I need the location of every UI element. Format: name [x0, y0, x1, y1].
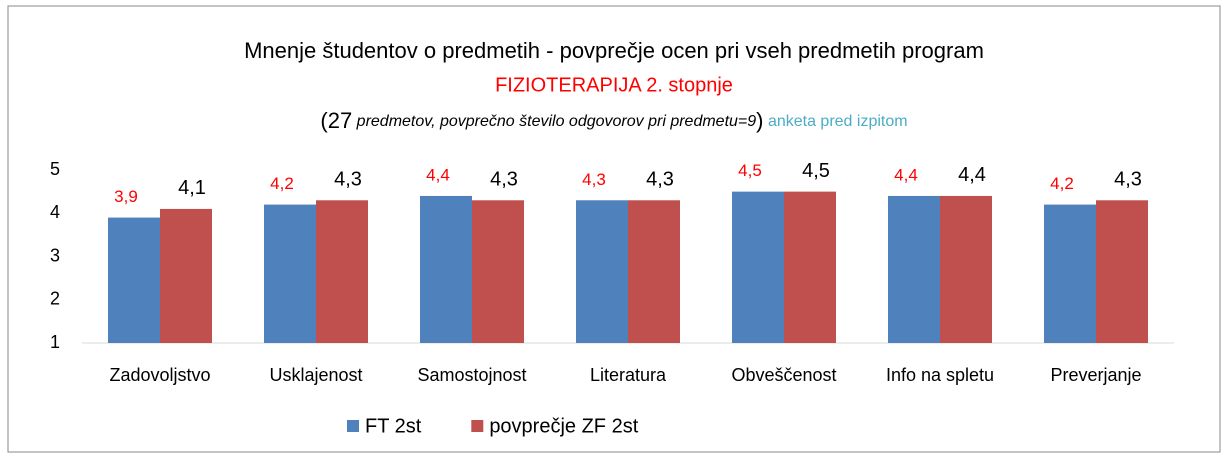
chart-subtitle: FIZIOTERAPIJA 2. stopnje — [495, 74, 733, 96]
value-label: 4,5 — [802, 160, 830, 182]
x-tick-label: Info na spletu — [886, 365, 994, 385]
legend-label: FT 2st — [365, 415, 422, 437]
value-label: 4,4 — [894, 165, 918, 184]
legend-label: povprečje ZF 2st — [489, 415, 638, 437]
bar — [628, 200, 680, 343]
y-tick-label: 1 — [50, 332, 60, 352]
note-part: (27 — [320, 108, 352, 133]
value-label: 4,3 — [582, 170, 606, 189]
value-label: 4,3 — [646, 169, 674, 191]
value-label: 4,3 — [334, 169, 362, 191]
bar — [732, 191, 784, 343]
chart-note: (27 predmetov, povprečno število odgovor… — [320, 108, 907, 133]
x-tick-label: Preverjanje — [1050, 365, 1141, 385]
chart-title: Mnenje študentov o predmetih - povprečje… — [244, 38, 984, 63]
value-label: 4,3 — [490, 169, 518, 191]
x-tick-label: Literatura — [590, 365, 667, 385]
value-label: 4,5 — [738, 161, 762, 180]
legend-swatch — [471, 420, 484, 432]
bar — [316, 200, 368, 343]
bar — [1044, 204, 1096, 343]
bar — [264, 204, 316, 343]
note-annotation: anketa pred izpitom — [768, 113, 908, 130]
value-label: 4,1 — [178, 177, 206, 199]
bar — [784, 191, 836, 343]
bar — [1096, 200, 1148, 343]
x-tick-label: Usklajenost — [269, 365, 362, 385]
note-part: predmetov, povprečno število odgovorov p… — [356, 113, 757, 130]
bar — [160, 208, 212, 343]
y-tick-label: 2 — [50, 289, 60, 309]
value-label: 4,4 — [958, 164, 986, 186]
x-tick-label: Samostojnost — [417, 365, 526, 385]
bar — [420, 195, 472, 343]
x-tick-label: Obveščenost — [731, 365, 836, 385]
bar — [940, 195, 992, 343]
value-label: 4,4 — [426, 165, 450, 184]
y-tick-label: 3 — [50, 245, 60, 265]
bar — [888, 195, 940, 343]
bar — [576, 200, 628, 343]
value-label: 4,2 — [270, 174, 294, 193]
y-tick-label: 5 — [50, 159, 60, 179]
y-tick-label: 4 — [50, 202, 60, 222]
bar — [472, 200, 524, 343]
value-label: 3,9 — [114, 187, 138, 206]
value-label: 4,3 — [1114, 169, 1142, 191]
legend-swatch — [347, 420, 359, 432]
x-tick-label: Zadovoljstvo — [109, 365, 210, 385]
note-part: ) — [756, 108, 763, 133]
value-label: 4,2 — [1050, 174, 1074, 193]
bar — [108, 217, 160, 343]
